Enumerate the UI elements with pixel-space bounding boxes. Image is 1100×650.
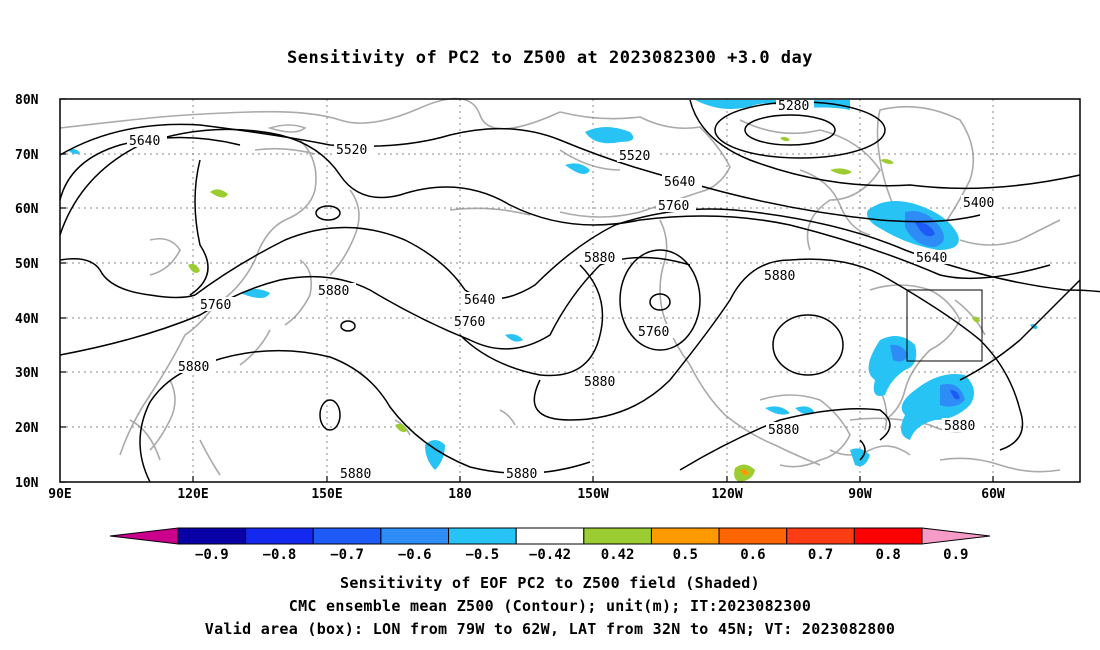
lat-label: 10N [15, 476, 39, 491]
colorbar-label: 0.8 [876, 547, 901, 563]
contour-label-5640: 5640 [916, 251, 947, 266]
colorbar-label: −0.7 [330, 547, 364, 563]
colorbar-label: −0.5 [466, 547, 500, 563]
footer-line-1: Sensitivity of EOF PC2 to Z500 field (Sh… [340, 574, 760, 592]
valid-area-box [906, 289, 983, 362]
contour-label-5760: 5760 [658, 199, 689, 214]
colorbar-label: 0.7 [808, 547, 833, 563]
lon-label: 90W [848, 487, 872, 502]
contour-label-5880: 5880 [764, 269, 795, 284]
lat-label: 70N [15, 148, 39, 163]
colorbar-label: 0.6 [740, 547, 765, 563]
lon-label: 150W [577, 487, 608, 502]
colorbar-label: −0.8 [263, 547, 297, 563]
contour-label-5880: 5880 [178, 360, 209, 375]
contour-label-5400: 5400 [963, 196, 994, 211]
contour-label-5640: 5640 [129, 134, 160, 149]
longitude-labels: 90E 120E 150E 180 150W 120W 90W 60W [48, 487, 1005, 502]
colorbar-label: 0.9 [943, 547, 968, 563]
contour-label-5880: 5880 [768, 423, 799, 438]
contour-label-5760: 5760 [200, 298, 231, 313]
colorbar-segment [177, 527, 247, 545]
colorbar-segment [718, 527, 788, 545]
contour-label-5520: 5520 [619, 149, 650, 164]
lat-label: 60N [15, 202, 39, 217]
colorbar-segment [786, 527, 855, 545]
lat-label: 20N [15, 421, 39, 436]
colorbar-segment [583, 527, 652, 545]
contour-label-5640: 5640 [664, 175, 695, 190]
contour-label-5760: 5760 [454, 315, 485, 330]
lon-label: 180 [448, 487, 472, 502]
colorbar-right-tip [921, 527, 991, 545]
colorbar-label: −0.6 [398, 547, 432, 563]
contour-label-5880: 5880 [506, 467, 537, 482]
z500-contours [59, 99, 1100, 483]
lon-label: 120E [177, 487, 208, 502]
lon-label: 120W [711, 487, 742, 502]
colorbar-segment [380, 527, 450, 545]
colorbar-label: −0.9 [195, 547, 229, 563]
latitude-labels: 10N 20N 30N 40N 50N 60N 70N 80N [15, 93, 39, 491]
colorbar-left-tip [109, 527, 179, 545]
lon-label: 90E [48, 487, 71, 502]
lat-label: 80N [15, 93, 39, 108]
footer-line-2: CMC ensemble mean Z500 (Contour); unit(m… [288, 597, 812, 615]
contour-label-5880: 5880 [584, 251, 615, 266]
contour-label-5880: 5880 [318, 284, 349, 299]
contour-label-5520: 5520 [336, 143, 367, 158]
lat-label: 50N [15, 257, 39, 272]
colorbar-segment [853, 527, 923, 545]
colorbar-segment [650, 527, 720, 545]
coastlines [59, 97, 1061, 476]
contour-label-5640: 5640 [464, 293, 495, 308]
contour-labels: 5280 5400 5520 5520 5640 5640 5640 5640 … [127, 98, 1001, 482]
colorbar-segment [312, 527, 382, 545]
colorbar-segment [515, 527, 585, 545]
contour-label-5280: 5280 [778, 99, 809, 114]
colorbar: −0.9 −0.8 −0.7 −0.6 −0.5 −0.42 0.42 0.5 0.6 0.7 0.… [109, 527, 991, 563]
map-frame [59, 98, 1081, 483]
colorbar-label: 0.42 [601, 547, 635, 563]
contour-label-5880: 5880 [944, 419, 975, 434]
lat-label: 40N [15, 312, 39, 327]
lat-label: 30N [15, 366, 39, 381]
contour-label-5760: 5760 [638, 325, 669, 340]
colorbar-segment [245, 527, 314, 545]
colorbar-label: −0.42 [529, 547, 571, 563]
colorbar-label: 0.5 [673, 547, 698, 563]
sensitivity-shading [68, 100, 1038, 482]
axis-ticks [60, 98, 994, 483]
plot-title: Sensitivity of PC2 to Z500 at 2023082300… [286, 48, 813, 68]
contour-label-5880: 5880 [584, 375, 615, 390]
colorbar-segment [448, 527, 517, 545]
lon-label: 150E [311, 487, 342, 502]
lon-label: 60W [981, 487, 1005, 502]
footer-line-3: Valid area (box): LON from 79W to 62W, L… [204, 620, 896, 638]
contour-label-5880: 5880 [340, 467, 371, 482]
